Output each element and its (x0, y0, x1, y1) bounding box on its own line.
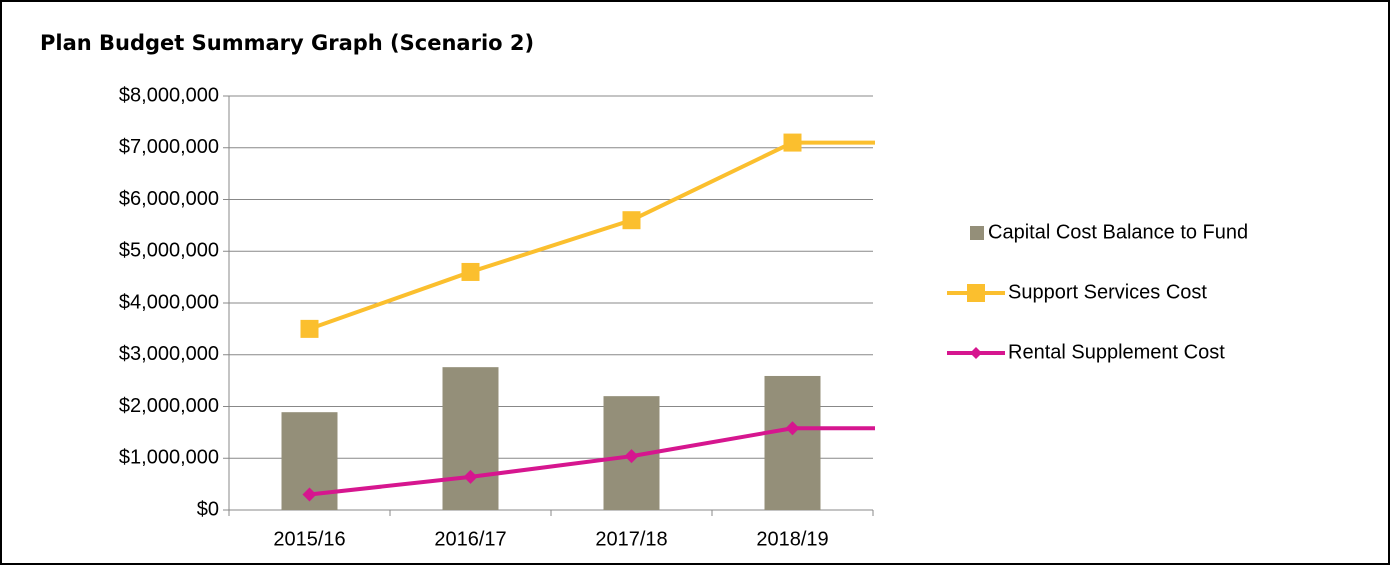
y-tick-label: $2,000,000 (119, 395, 219, 417)
legend-label: Rental Supplement Cost (1008, 341, 1225, 363)
y-tick-label: $5,000,000 (119, 240, 219, 262)
series-line (309, 426, 793, 497)
y-tick-label: $8,000,000 (119, 84, 219, 106)
x-tick-label: 2017/18 (595, 528, 667, 550)
legend-marker (967, 284, 985, 302)
line-marker (785, 421, 800, 436)
line-marker (783, 133, 802, 152)
chart-title: Plan Budget Summary Graph (Scenario 2) (40, 31, 534, 55)
x-tick-label: 2016/17 (434, 528, 506, 550)
series-line (308, 140, 794, 331)
line-marker (302, 487, 317, 502)
line-marker (622, 211, 641, 230)
line-marker (624, 449, 639, 464)
x-tick-label: 2015/16 (273, 528, 345, 550)
legend-label: Support Services Cost (1008, 281, 1207, 303)
y-tick-label: $3,000,000 (119, 343, 219, 365)
y-tick-label: $7,000,000 (119, 136, 219, 158)
y-tick-label: $4,000,000 (119, 291, 219, 313)
line-marker (300, 319, 319, 338)
legend-label: Capital Cost Balance to Fund (988, 221, 1248, 243)
legend-marker (970, 347, 982, 359)
y-tick-label: $6,000,000 (119, 188, 219, 210)
y-tick-label: $1,000,000 (119, 447, 219, 469)
bar (764, 375, 821, 510)
x-tick-label: 2018/19 (756, 528, 828, 550)
legend-swatch (970, 226, 984, 240)
line-marker (461, 262, 480, 281)
y-tick-label: $0 (197, 498, 219, 520)
bar (442, 367, 499, 510)
line-marker (463, 469, 478, 484)
